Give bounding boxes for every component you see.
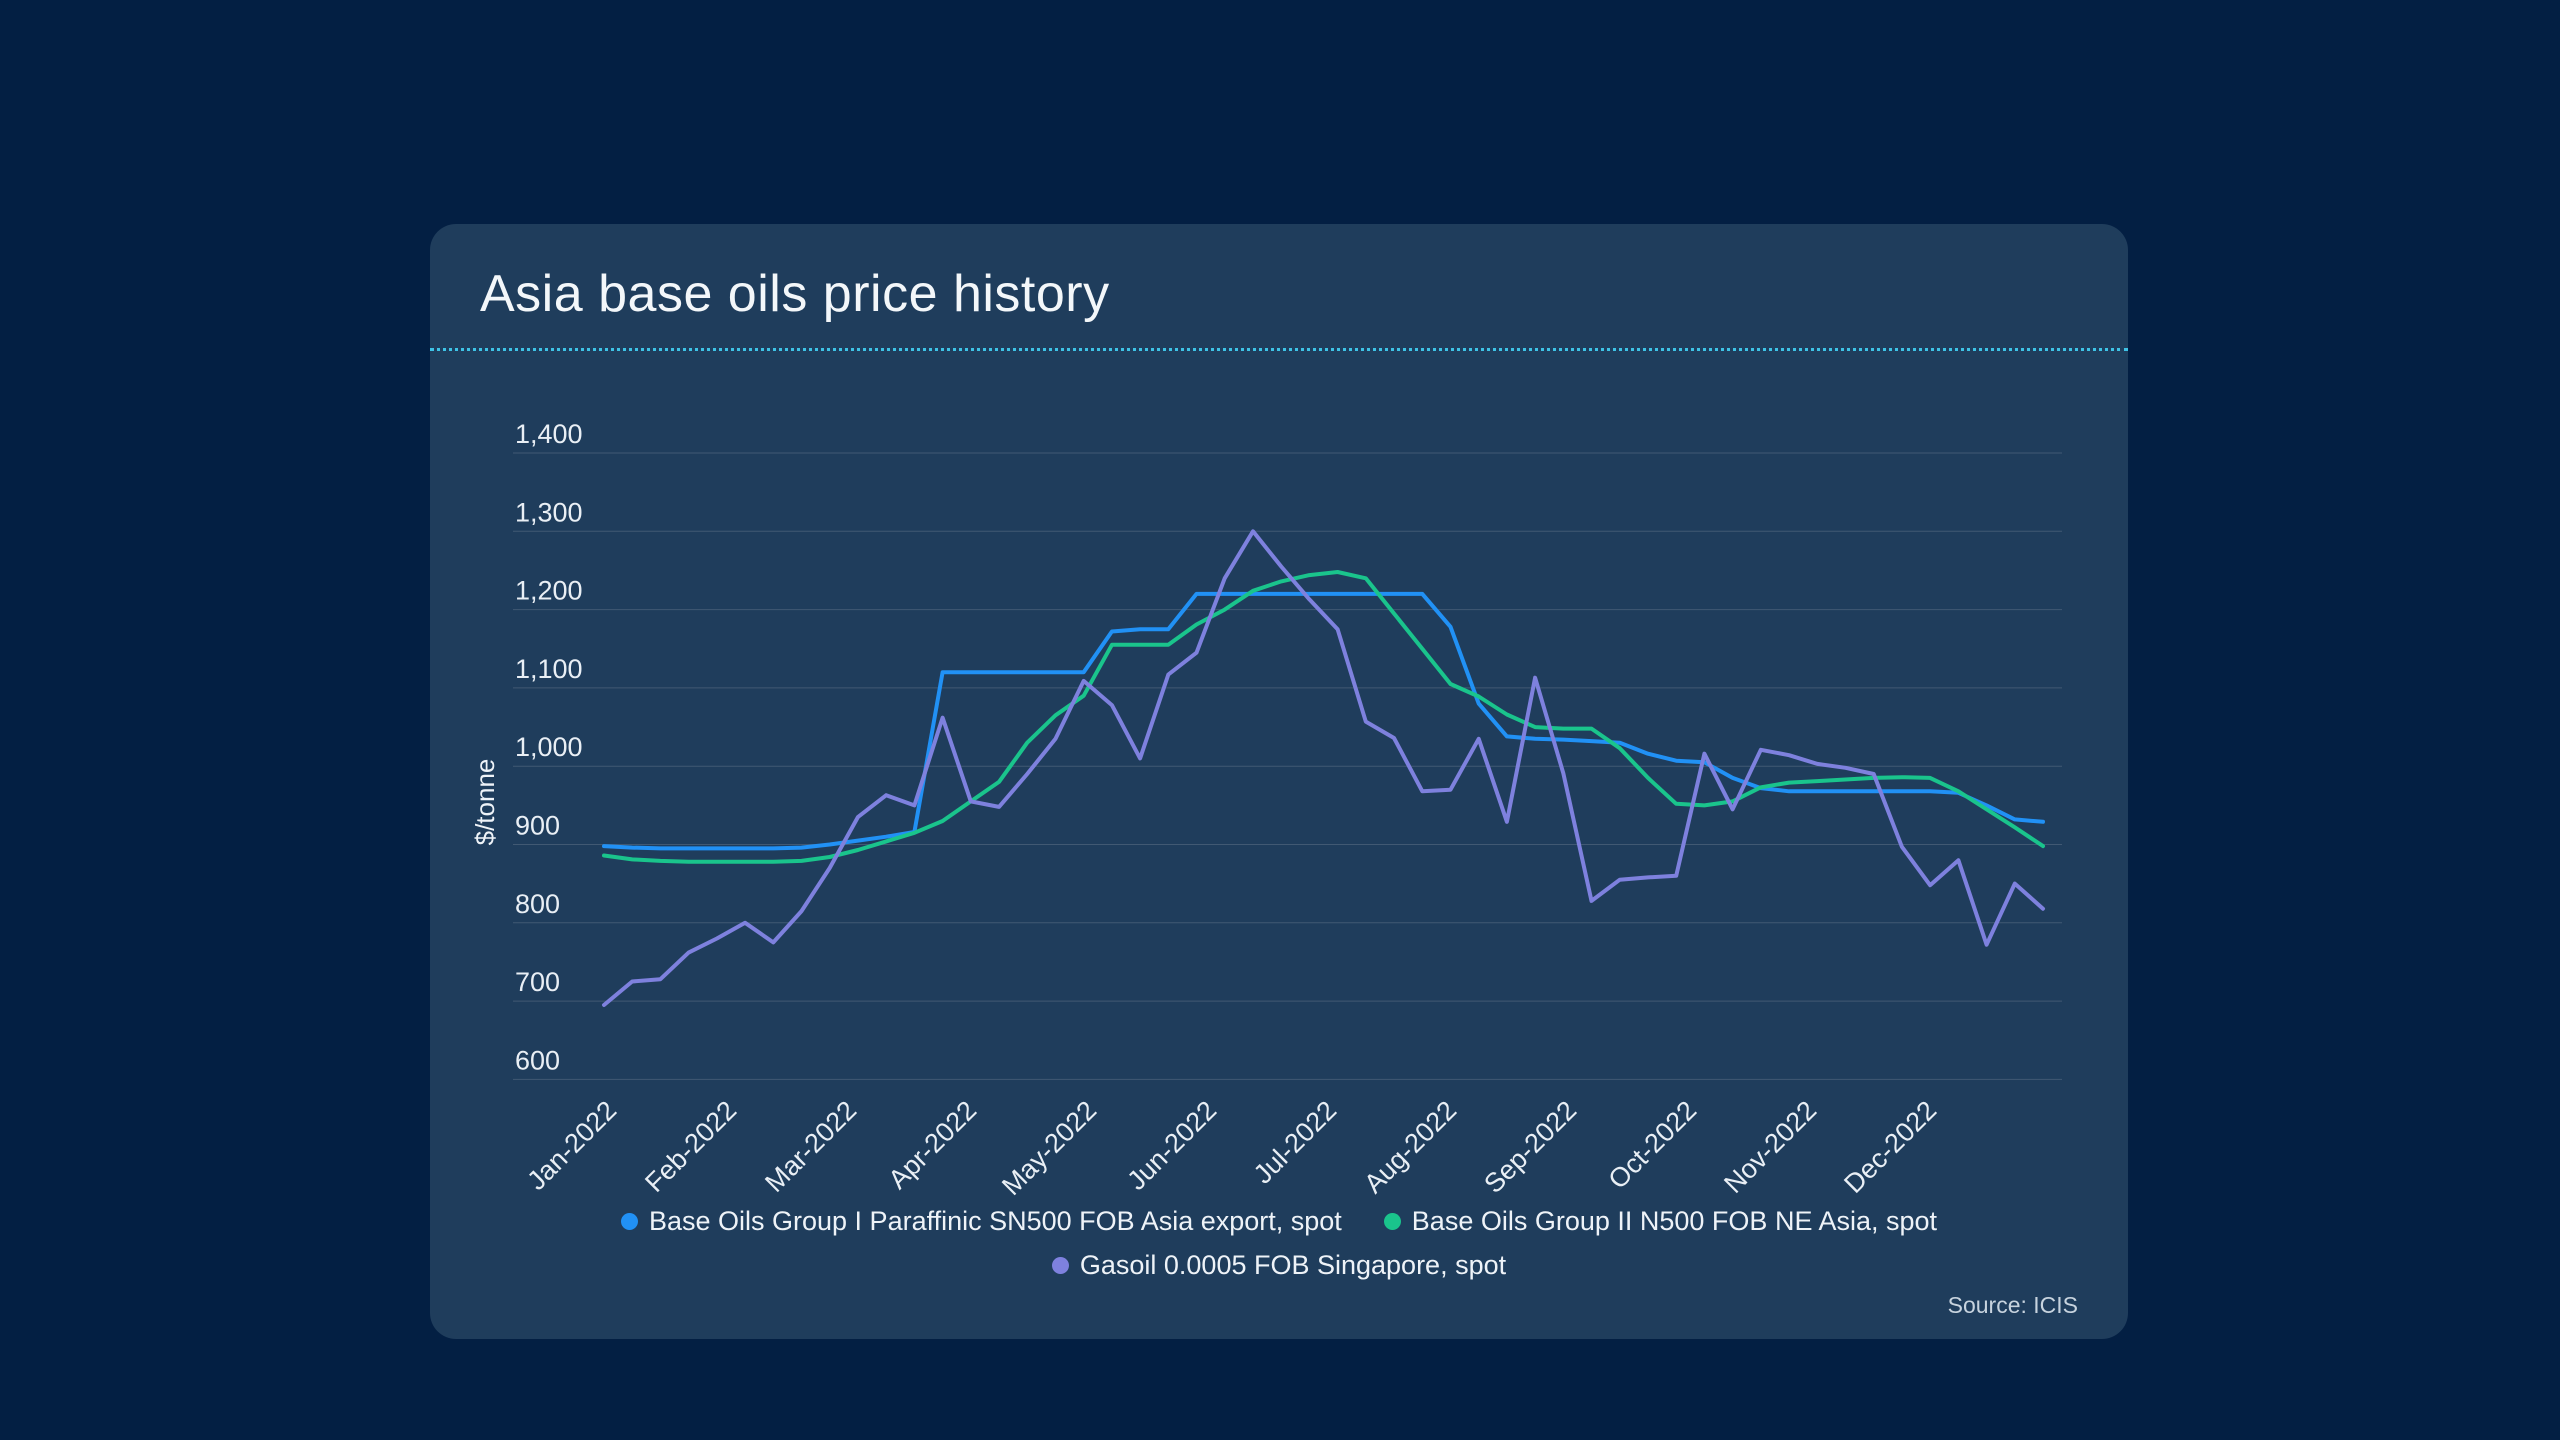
legend-label: Base Oils Group I Paraffinic SN500 FOB A… bbox=[648, 1206, 1342, 1236]
y-tick-label: 1,200 bbox=[515, 576, 583, 606]
series-lines bbox=[602, 529, 2045, 1007]
x-tick-label: Oct-2022 bbox=[1602, 1095, 1702, 1195]
chart-card-header: Asia base oils price history bbox=[430, 224, 2128, 348]
y-tick-label: 1,300 bbox=[515, 497, 583, 527]
y-tick-label: 1,100 bbox=[515, 654, 583, 684]
legend-item[interactable]: Base Oils Group I Paraffinic SN500 FOB A… bbox=[620, 1206, 1342, 1237]
chart-legend: Base Oils Group I Paraffinic SN500 FOB A… bbox=[539, 1206, 2019, 1281]
y-axis-labels: 1,400 1,300 1,200 1,100 1,000 900 800 700 600 bbox=[515, 419, 583, 1075]
x-tick-label: Nov-2022 bbox=[1718, 1095, 1822, 1199]
legend-item[interactable]: Base Oils Group II N500 FOB NE Asia, spo… bbox=[1383, 1206, 1938, 1237]
x-tick-label: Sep-2022 bbox=[1478, 1095, 1582, 1199]
chart-card: Asia base oils price history 1,400 1,300 1… bbox=[430, 224, 2128, 1339]
y-tick-label: 600 bbox=[515, 1045, 560, 1075]
x-tick-label: Aug-2022 bbox=[1358, 1095, 1462, 1199]
y-tick-label: 700 bbox=[515, 967, 560, 997]
x-tick-label: Jan-2022 bbox=[521, 1095, 622, 1196]
price-history-chart: 1,400 1,300 1,200 1,100 1,000 900 800 700 600 $/… bbox=[470, 419, 2062, 1201]
x-axis-labels: Jan-2022 Feb-2022 Mar-2022 Apr-2022 May-2022… bbox=[521, 1095, 1942, 1201]
x-tick-label: May-2022 bbox=[996, 1095, 1102, 1201]
legend-item[interactable]: Gasoil 0.0005 FOB Singapore, spot bbox=[1051, 1250, 1507, 1281]
legend-label: Gasoil 0.0005 FOB Singapore, spot bbox=[1079, 1250, 1507, 1280]
y-axis-title: $/tonne bbox=[470, 759, 500, 846]
x-tick-label: Dec-2022 bbox=[1838, 1095, 1942, 1199]
y-tick-label: 900 bbox=[515, 811, 560, 841]
legend-marker-icon bbox=[1383, 1213, 1401, 1230]
series-line[interactable] bbox=[602, 591, 2045, 851]
x-tick-label: Jun-2022 bbox=[1121, 1095, 1222, 1196]
source-label: Source: ICIS bbox=[1947, 1292, 2078, 1318]
y-tick-label: 1,000 bbox=[515, 732, 583, 762]
y-tick-label: 800 bbox=[515, 889, 560, 919]
x-tick-label: Jul-2022 bbox=[1248, 1095, 1342, 1189]
x-tick-label: Feb-2022 bbox=[639, 1095, 742, 1198]
gridlines bbox=[513, 452, 2062, 1080]
series-line[interactable] bbox=[602, 570, 2045, 864]
legend-marker-icon bbox=[1051, 1257, 1069, 1274]
legend-marker-icon bbox=[620, 1213, 638, 1230]
legend-label: Base Oils Group II N500 FOB NE Asia, spo… bbox=[1411, 1206, 1938, 1236]
y-tick-label: 1,400 bbox=[515, 419, 583, 449]
title-divider bbox=[430, 348, 2128, 351]
x-tick-label: Mar-2022 bbox=[759, 1095, 862, 1198]
x-tick-label: Apr-2022 bbox=[882, 1095, 982, 1195]
chart-title: Asia base oils price history bbox=[480, 265, 1110, 323]
series-line[interactable] bbox=[602, 529, 2045, 1007]
